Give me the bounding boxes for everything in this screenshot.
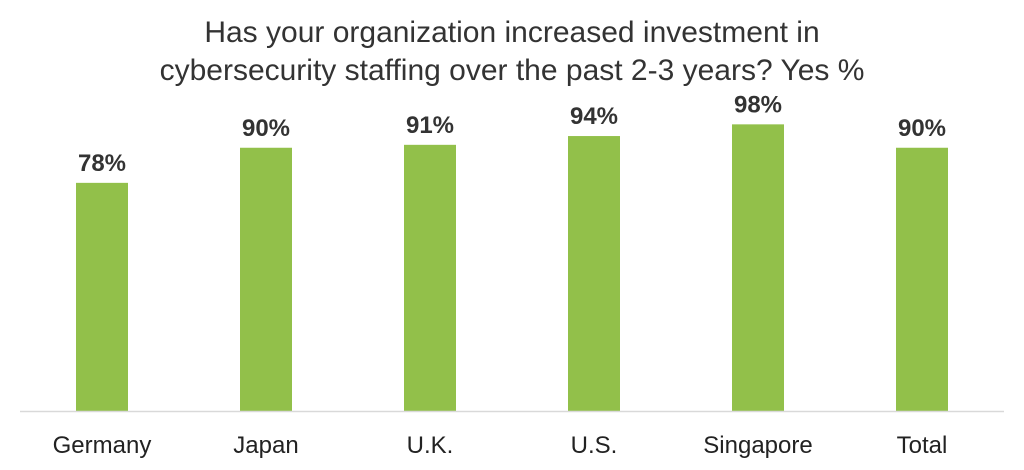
bar-japan bbox=[240, 147, 292, 411]
data-label: 90% bbox=[898, 115, 946, 142]
category-label: Singapore bbox=[703, 432, 812, 459]
data-label: 78% bbox=[78, 150, 126, 177]
data-label: 94% bbox=[570, 103, 618, 130]
chart-title-line-1: Has your organization increased investme… bbox=[204, 16, 820, 49]
chart-title-line-2: cybersecurity staffing over the past 2-3… bbox=[159, 54, 865, 87]
data-label: 91% bbox=[406, 112, 454, 139]
data-labels-group: 78% 90% 91% 94% 98% 90% bbox=[78, 91, 946, 177]
bar-u-k bbox=[404, 144, 456, 411]
bar-u-s bbox=[568, 136, 620, 412]
bar-total bbox=[896, 147, 948, 411]
bar-germany bbox=[76, 182, 128, 411]
category-label: Total bbox=[897, 432, 948, 459]
category-labels-group: Germany Japan U.K. U.S. Singapore Total bbox=[53, 432, 948, 459]
category-label: U.S. bbox=[571, 432, 618, 459]
category-label: Japan bbox=[233, 432, 298, 459]
category-label: U.K. bbox=[407, 432, 454, 459]
chart-title: Has your organization increased investme… bbox=[0, 14, 1024, 90]
bar-singapore bbox=[732, 124, 784, 411]
data-label: 98% bbox=[734, 91, 782, 118]
bars-group bbox=[76, 124, 948, 412]
category-label: Germany bbox=[53, 432, 152, 459]
data-label: 90% bbox=[242, 115, 290, 142]
